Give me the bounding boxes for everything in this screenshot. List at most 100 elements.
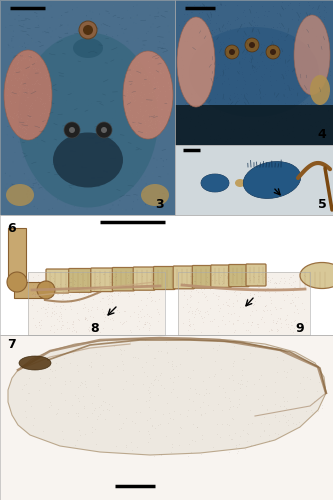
Point bbox=[125, 91, 130, 99]
Point bbox=[114, 306, 120, 314]
Point bbox=[127, 90, 133, 98]
Point bbox=[67, 88, 73, 96]
Point bbox=[32, 291, 37, 299]
Point bbox=[15, 76, 20, 84]
Point bbox=[298, 73, 303, 81]
Point bbox=[26, 134, 32, 141]
Point bbox=[214, 136, 220, 144]
Point bbox=[135, 196, 140, 204]
Point bbox=[262, 118, 267, 126]
Point bbox=[193, 286, 199, 294]
Point bbox=[132, 177, 138, 185]
Point bbox=[247, 289, 253, 297]
Point bbox=[270, 48, 275, 56]
Point bbox=[100, 406, 106, 414]
Point bbox=[124, 75, 129, 83]
Point bbox=[232, 287, 238, 295]
Point bbox=[55, 405, 61, 413]
Point bbox=[78, 60, 83, 68]
Point bbox=[148, 100, 153, 108]
Point bbox=[287, 52, 292, 60]
Point bbox=[170, 360, 175, 368]
Point bbox=[131, 116, 136, 124]
Point bbox=[258, 42, 263, 50]
Point bbox=[124, 164, 129, 172]
Point bbox=[15, 91, 21, 99]
Point bbox=[131, 98, 137, 106]
Point bbox=[165, 94, 170, 102]
Point bbox=[105, 164, 110, 172]
Point bbox=[162, 92, 167, 100]
Point bbox=[150, 70, 155, 78]
Point bbox=[84, 205, 90, 213]
Point bbox=[102, 36, 107, 44]
Point bbox=[37, 386, 42, 394]
Point bbox=[321, 14, 326, 22]
Point bbox=[272, 303, 278, 311]
Point bbox=[237, 22, 243, 30]
Point bbox=[267, 72, 272, 80]
Point bbox=[75, 316, 81, 324]
Point bbox=[214, 72, 219, 80]
Point bbox=[273, 305, 278, 313]
Point bbox=[135, 335, 140, 343]
Point bbox=[63, 40, 68, 48]
Point bbox=[181, 279, 186, 287]
Point bbox=[189, 90, 194, 98]
Point bbox=[202, 308, 207, 316]
Point bbox=[259, 57, 265, 65]
Point bbox=[297, 0, 302, 7]
Point bbox=[275, 42, 281, 50]
Point bbox=[183, 96, 189, 104]
Point bbox=[47, 398, 52, 406]
Point bbox=[22, 130, 27, 138]
Point bbox=[33, 323, 39, 331]
Point bbox=[101, 132, 107, 140]
Point bbox=[268, 298, 273, 306]
Point bbox=[34, 186, 39, 194]
Point bbox=[318, 39, 323, 47]
Point bbox=[141, 57, 147, 65]
Point bbox=[131, 66, 137, 74]
Point bbox=[25, 93, 31, 101]
Point bbox=[100, 114, 105, 122]
Point bbox=[27, 70, 33, 78]
Point bbox=[84, 34, 89, 42]
Point bbox=[253, 128, 258, 136]
Point bbox=[238, 20, 244, 28]
Point bbox=[11, 27, 16, 35]
Point bbox=[118, 54, 123, 62]
Point bbox=[169, 362, 174, 370]
Point bbox=[140, 94, 145, 102]
Point bbox=[124, 86, 130, 94]
Point bbox=[267, 306, 272, 314]
Point bbox=[322, 6, 327, 14]
Point bbox=[10, 86, 15, 94]
Point bbox=[87, 272, 93, 280]
Point bbox=[241, 55, 246, 63]
Point bbox=[16, 58, 21, 66]
Point bbox=[19, 114, 24, 122]
Point bbox=[110, 272, 115, 280]
Point bbox=[256, 282, 262, 290]
Point bbox=[322, 24, 328, 32]
Point bbox=[257, 286, 262, 294]
Point bbox=[77, 204, 82, 212]
Point bbox=[86, 323, 91, 331]
Point bbox=[191, 284, 196, 292]
Point bbox=[148, 117, 154, 125]
Point bbox=[273, 76, 278, 84]
Point bbox=[135, 172, 140, 179]
Point bbox=[106, 294, 112, 302]
Point bbox=[291, 283, 297, 291]
Point bbox=[62, 149, 67, 157]
Point bbox=[297, 378, 303, 386]
Point bbox=[273, 41, 279, 49]
Point bbox=[148, 379, 154, 387]
Point bbox=[224, 301, 229, 309]
Point bbox=[295, 28, 301, 36]
Point bbox=[17, 116, 23, 124]
Point bbox=[129, 328, 134, 336]
Point bbox=[149, 88, 155, 96]
Point bbox=[41, 109, 46, 117]
